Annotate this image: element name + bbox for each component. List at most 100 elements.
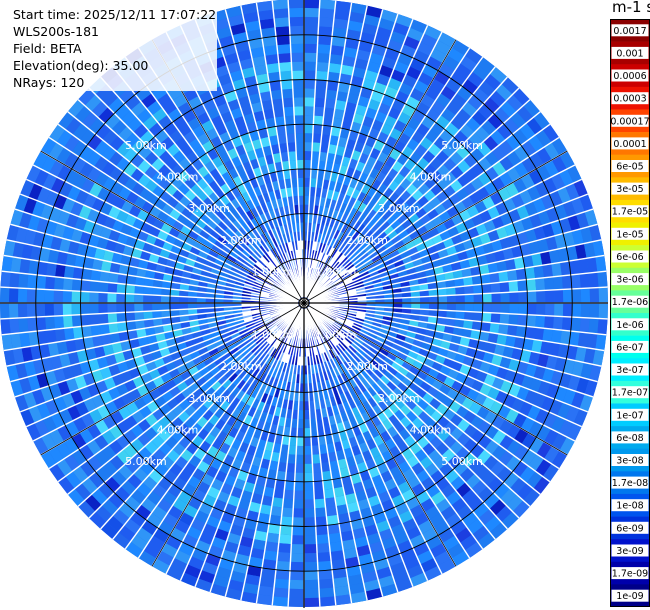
range-gate <box>182 483 197 497</box>
range-gate <box>241 348 251 357</box>
range-gate <box>340 327 349 335</box>
range-gate <box>323 319 332 327</box>
range-gate <box>397 381 409 393</box>
range-gate <box>184 564 202 579</box>
range-gate <box>455 303 465 312</box>
range-gate <box>364 338 374 347</box>
range-gate <box>255 390 264 401</box>
range-gate <box>333 108 345 120</box>
range-gate <box>112 195 126 210</box>
range-gate <box>562 289 573 303</box>
range-gate <box>401 488 416 503</box>
range-gate <box>283 106 295 117</box>
range-gate <box>491 414 506 430</box>
range-gate <box>497 404 512 420</box>
range-gate <box>220 389 231 401</box>
ray-gap <box>309 304 589 413</box>
range-gate <box>28 183 43 201</box>
range-gate <box>202 184 214 197</box>
range-gate <box>446 303 456 311</box>
range-gate <box>272 218 280 228</box>
ray-gap <box>307 76 508 299</box>
range-label: 1.00km <box>315 265 357 278</box>
range-gate <box>67 404 81 421</box>
range-gate <box>220 205 231 217</box>
range-gate <box>328 247 336 257</box>
range-gate <box>322 479 334 490</box>
range-gate <box>575 346 587 363</box>
range-gate <box>111 252 123 264</box>
range-gate <box>94 155 109 172</box>
range-gate <box>94 171 109 187</box>
range-gate <box>513 336 525 350</box>
range-gate <box>315 516 328 527</box>
range-gate <box>278 235 285 245</box>
range-gate <box>259 340 269 350</box>
range-gate <box>304 561 318 572</box>
range-gate <box>98 281 109 293</box>
range-gate <box>262 331 271 339</box>
range-gate <box>347 574 364 586</box>
ray-gap <box>303 0 337 298</box>
range-gate <box>219 271 229 279</box>
range-gate <box>389 561 407 576</box>
range-gate <box>102 176 117 192</box>
range-gate <box>404 355 416 366</box>
range-gate <box>62 225 75 241</box>
range-gate <box>243 283 253 290</box>
range-gate <box>354 261 364 269</box>
range-gate <box>413 512 430 527</box>
range-gate <box>333 346 341 356</box>
range-gate <box>178 296 188 303</box>
range-gate <box>232 335 243 344</box>
range-gate <box>248 556 264 568</box>
range-gate <box>187 230 199 241</box>
range-gate <box>220 111 234 124</box>
range-gate <box>476 141 492 157</box>
range-gate <box>187 556 205 571</box>
range-gate <box>142 115 158 131</box>
range-gate <box>184 404 197 417</box>
range-gate <box>494 249 506 263</box>
range-gate <box>135 276 145 287</box>
range-gate <box>479 383 492 397</box>
range-gate <box>331 36 346 47</box>
range-gate <box>429 513 446 528</box>
range-gate <box>315 187 323 197</box>
range-gate <box>456 504 473 520</box>
range-gate <box>457 250 469 262</box>
range-gate <box>312 133 322 143</box>
range-gate <box>420 115 436 130</box>
range-gate <box>454 318 465 329</box>
range-gate <box>459 336 471 347</box>
ray-gap <box>306 31 443 299</box>
range-gate <box>335 317 345 324</box>
range-gate <box>221 378 233 390</box>
range-gate <box>375 335 386 344</box>
range-gate <box>505 182 520 198</box>
range-gate <box>142 475 158 491</box>
range-gate <box>102 129 118 146</box>
range-gate <box>313 106 325 117</box>
range-gate <box>365 5 383 18</box>
range-gate <box>357 202 368 213</box>
range-gate <box>177 182 191 196</box>
range-gate <box>70 389 84 405</box>
range-gate <box>285 233 291 243</box>
range-gate <box>108 363 121 377</box>
range-gate <box>387 267 398 276</box>
range-gate <box>295 463 304 473</box>
range-gate <box>316 53 331 63</box>
range-gate <box>241 403 252 415</box>
range-gate <box>21 346 33 363</box>
range-gate <box>518 291 528 303</box>
range-gate <box>361 515 376 528</box>
range-gate <box>396 539 414 554</box>
range-gate <box>401 218 413 230</box>
range-gate <box>109 262 121 274</box>
colorbar-tick-label: 0.0006 <box>613 71 646 82</box>
range-gate <box>263 374 272 385</box>
range-gate <box>447 543 465 559</box>
range-gate <box>482 242 494 255</box>
ray-gap <box>306 307 471 559</box>
